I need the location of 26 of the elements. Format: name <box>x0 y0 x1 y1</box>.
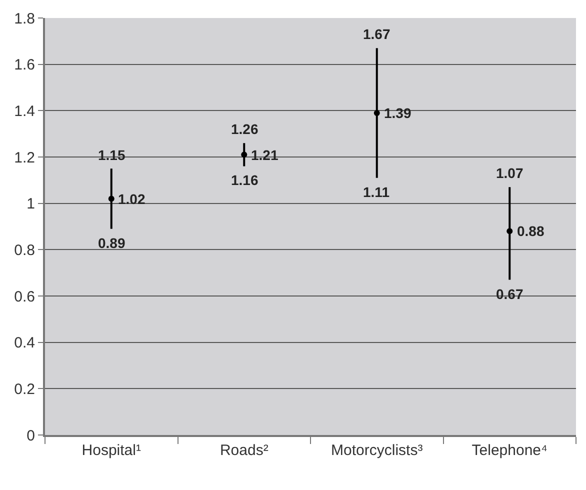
point <box>506 228 513 234</box>
y-tick-label: 1.2 <box>14 149 35 166</box>
y-tick-label: 0.8 <box>14 242 35 259</box>
data-label: 0.88 <box>517 223 544 239</box>
annotation: 1.26 <box>231 121 258 137</box>
annotation: 1.16 <box>231 172 258 188</box>
annotation: 1.07 <box>496 165 524 181</box>
point <box>108 196 114 202</box>
y-tick-label: 0.4 <box>14 334 35 352</box>
data-label: 1.02 <box>118 191 146 207</box>
y-tick-label: 0.2 <box>14 380 35 398</box>
annotation: 0.89 <box>98 235 126 251</box>
x-tick-label: Telephone⁴ <box>472 442 548 459</box>
x-tick-label: Motorcyclists³ <box>331 442 423 459</box>
y-tick-label: 0.6 <box>14 288 35 306</box>
x-tick-label: Roads² <box>220 442 268 459</box>
point <box>374 110 380 116</box>
y-tick-label: 0 <box>26 427 35 444</box>
y-tick-label: 1.4 <box>14 102 35 120</box>
annotation: 1.11 <box>363 184 390 200</box>
x-tick-label: Hospital¹ <box>82 442 141 459</box>
y-tick-label: 1.8 <box>14 10 35 28</box>
point <box>241 152 248 158</box>
y-tick-label: 1.6 <box>14 56 35 74</box>
y-tick-label: 1 <box>26 196 35 213</box>
annotation: 1.67 <box>363 26 390 42</box>
